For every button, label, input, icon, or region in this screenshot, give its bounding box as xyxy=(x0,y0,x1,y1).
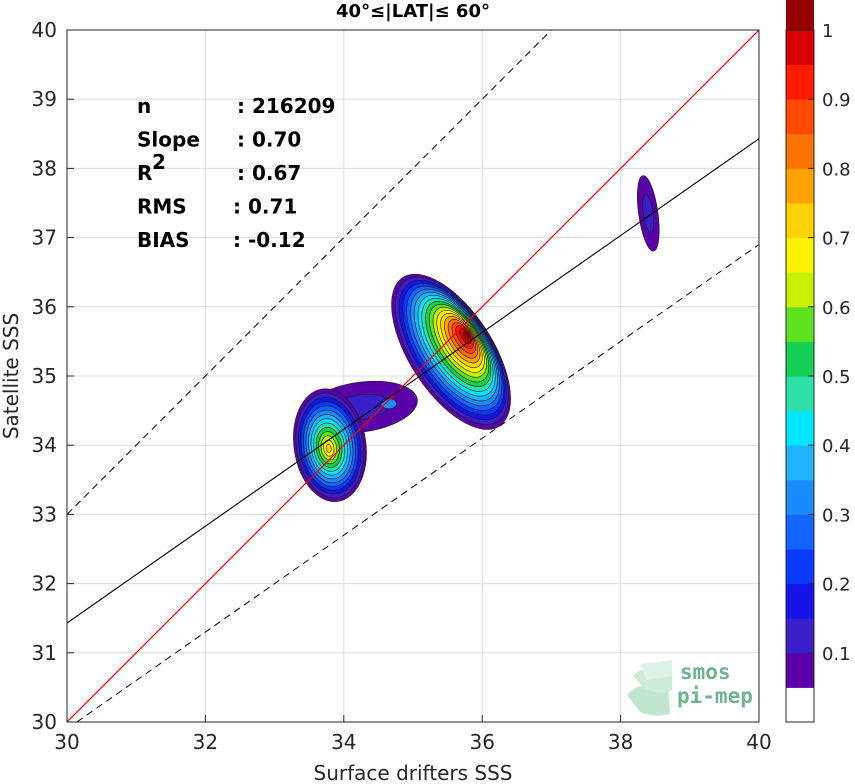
stat-value-2: : 0.67 xyxy=(237,161,301,185)
statistics-box: n : 216209 Slope : 0.70 R 2 : 0.67 RMS : 0.71 BIA… xyxy=(137,94,335,252)
y-tick-label-9: 39 xyxy=(32,87,57,111)
colorbar-swatch-1 xyxy=(786,652,814,688)
y-tick-label-8: 38 xyxy=(32,156,57,180)
contour-level-14 xyxy=(325,444,332,453)
colorbar-swatch-15 xyxy=(786,168,814,204)
x-tick-label-2: 34 xyxy=(331,730,356,754)
colorbar-swatch-14 xyxy=(786,203,814,239)
colorbar-swatch-4 xyxy=(786,549,814,585)
colorbar: 0.1 0.2 0.3 0.4 0.5 0.6 0.7 0.8 0.9 1 xyxy=(785,0,851,723)
x-tick-label-4: 38 xyxy=(608,730,633,754)
density-blob-0 xyxy=(391,273,511,430)
colorbar-tick-label-0: 0.1 xyxy=(822,644,851,665)
bound-line-0 xyxy=(67,30,553,515)
bound-line-1 xyxy=(76,244,759,722)
x-tick-label-5: 40 xyxy=(746,730,771,754)
colorbar-swatch-16 xyxy=(786,133,814,169)
stat-label-4: BIAS xyxy=(137,228,190,252)
colorbar-tick-label-5: 0.6 xyxy=(822,298,851,319)
colorbar-swatch-7 xyxy=(786,445,814,481)
stat-label-0: n xyxy=(137,94,151,118)
y-tick-label-1: 31 xyxy=(32,641,57,665)
reference-lines xyxy=(67,30,759,722)
colorbar-swatch-8 xyxy=(786,410,814,446)
y-tick-label-4: 34 xyxy=(32,433,57,457)
colorbar-swatch-13 xyxy=(786,237,814,273)
colorbar-tick-label-3: 0.4 xyxy=(822,436,851,457)
stat-value-3: : 0.71 xyxy=(233,195,297,219)
colorbar-swatch-19 xyxy=(786,30,814,66)
colorbar-tick-label-7: 0.8 xyxy=(822,159,851,180)
colorbar-swatch-9 xyxy=(786,376,814,412)
colorbar-tick-label-6: 0.7 xyxy=(822,229,851,250)
colorbar-tick-label-9: 1 xyxy=(822,21,833,42)
logo-wave-icon xyxy=(627,660,672,716)
density-blob-3 xyxy=(637,175,660,252)
colorbar-swatch-6 xyxy=(786,479,814,515)
density-contours xyxy=(293,175,660,502)
contour-level-20 xyxy=(462,331,470,340)
x-tick-label-1: 32 xyxy=(193,730,218,754)
y-tick-label-10: 40 xyxy=(32,18,57,42)
stat-label-1: Slope xyxy=(137,128,200,152)
y-tick-label-2: 32 xyxy=(32,572,57,596)
y-tick-label-0: 30 xyxy=(32,710,57,734)
stat-label-2: R xyxy=(137,161,152,185)
stat-value-0: : 216209 xyxy=(237,94,335,118)
colorbar-swatch-20 xyxy=(786,0,814,31)
y-tick-label-5: 35 xyxy=(32,364,57,388)
colorbar-tick-label-8: 0.9 xyxy=(822,90,851,111)
identity-line xyxy=(67,30,759,722)
regression-line xyxy=(67,138,759,624)
colorbar-swatch-3 xyxy=(786,583,814,619)
colorbar-swatch-17 xyxy=(786,99,814,135)
y-axis-label: Satellite SSS xyxy=(0,313,23,439)
colorbar-swatch-11 xyxy=(786,306,814,342)
x-axis-ticks: 30 32 34 36 38 40 xyxy=(54,715,772,754)
y-tick-label-3: 33 xyxy=(32,502,57,526)
y-tick-label-7: 37 xyxy=(32,226,57,250)
x-tick-label-0: 30 xyxy=(54,730,79,754)
stat-value-4: : -0.12 xyxy=(233,228,306,252)
colorbar-tick-label-1: 0.2 xyxy=(822,575,851,596)
colorbar-tick-label-4: 0.5 xyxy=(822,367,851,388)
logo-line2: pi-mep xyxy=(677,684,753,708)
logo-line1: smos xyxy=(680,660,731,684)
colorbar-swatch-2 xyxy=(786,618,814,654)
stat-sup-2: 2 xyxy=(152,150,166,174)
x-tick-label-3: 36 xyxy=(469,730,494,754)
colorbar-swatch-12 xyxy=(786,272,814,308)
colorbar-swatch-5 xyxy=(786,514,814,550)
y-axis-ticks: 30 31 32 33 34 35 36 37 38 39 40 xyxy=(32,18,74,734)
chart-title: 40°≤|LAT|≤ 60° xyxy=(336,1,490,22)
colorbar-swatch-10 xyxy=(786,341,814,377)
colorbar-swatch-18 xyxy=(786,64,814,100)
stat-label-3: RMS xyxy=(137,195,187,219)
y-tick-label-6: 36 xyxy=(32,295,57,319)
x-axis-label: Surface drifters SSS xyxy=(314,761,513,784)
smos-pi-mep-logo: smos pi-mep xyxy=(627,660,753,716)
colorbar-swatch-0 xyxy=(786,687,814,723)
colorbar-tick-label-2: 0.3 xyxy=(822,505,851,526)
stat-value-1: : 0.70 xyxy=(237,128,301,152)
